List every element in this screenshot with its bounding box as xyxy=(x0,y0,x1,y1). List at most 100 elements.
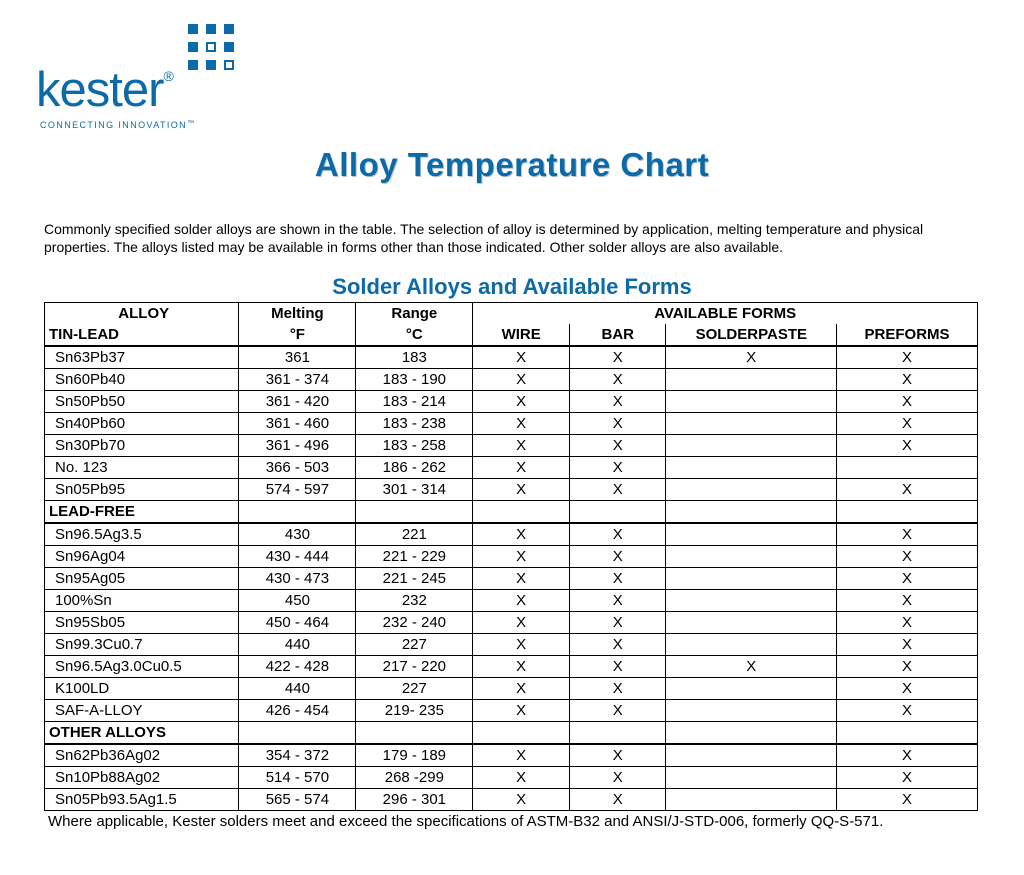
cell-pre: X xyxy=(837,700,978,722)
section-label-cell xyxy=(570,501,666,524)
cell-wire: X xyxy=(473,546,570,568)
section-label-cell xyxy=(239,501,356,524)
cell-wire: X xyxy=(473,457,570,479)
table-row: Sn10Pb88Ag02514 - 570268 -299XXX xyxy=(45,767,978,789)
cell-c: 183 - 258 xyxy=(356,435,473,457)
cell-pre: X xyxy=(837,744,978,767)
footnote: Where applicable, Kester solders meet an… xyxy=(48,813,980,830)
cell-alloy: Sn60Pb40 xyxy=(45,369,239,391)
logo-dot xyxy=(188,42,198,52)
col-c: °C xyxy=(356,324,473,346)
cell-bar: X xyxy=(570,612,666,634)
cell-f: 422 - 428 xyxy=(239,656,356,678)
cell-paste xyxy=(666,612,837,634)
section-label-cell xyxy=(473,501,570,524)
cell-f: 426 - 454 xyxy=(239,700,356,722)
table-row: Sn05Pb93.5Ag1.5565 - 574296 - 301XXX xyxy=(45,789,978,811)
cell-pre: X xyxy=(837,546,978,568)
col-preforms: PREFORMS xyxy=(837,324,978,346)
cell-alloy: Sn05Pb95 xyxy=(45,479,239,501)
cell-wire: X xyxy=(473,700,570,722)
cell-bar: X xyxy=(570,634,666,656)
cell-wire: X xyxy=(473,744,570,767)
registered-mark: ® xyxy=(163,68,172,84)
section-label-cell xyxy=(356,501,473,524)
table-row: No. 123366 - 503186 - 262XX xyxy=(45,457,978,479)
table-row: Sn99.3Cu0.7440227XXX xyxy=(45,634,978,656)
col-paste: SOLDERPASTE xyxy=(666,324,837,346)
cell-bar: X xyxy=(570,413,666,435)
cell-pre: X xyxy=(837,369,978,391)
section-label-cell xyxy=(356,722,473,745)
table-row: Sn95Sb05450 - 464232 - 240XXX xyxy=(45,612,978,634)
cell-bar: X xyxy=(570,346,666,369)
table-row: Sn40Pb60361 - 460183 - 238XXX xyxy=(45,413,978,435)
table-header-row-2: TIN-LEAD °F °C WIRE BAR SOLDERPASTE PREF… xyxy=(45,324,978,346)
cell-bar: X xyxy=(570,568,666,590)
brand-text: kester xyxy=(36,63,163,117)
col-alloy: ALLOY xyxy=(45,303,239,325)
cell-alloy: Sn50Pb50 xyxy=(45,391,239,413)
table-row: Sn50Pb50361 - 420183 - 214XXX xyxy=(45,391,978,413)
cell-alloy: Sn63Pb37 xyxy=(45,346,239,369)
cell-pre xyxy=(837,457,978,479)
cell-c: 221 xyxy=(356,523,473,546)
cell-paste xyxy=(666,789,837,811)
cell-bar: X xyxy=(570,678,666,700)
cell-c: 301 - 314 xyxy=(356,479,473,501)
section-label-cell xyxy=(473,722,570,745)
section-row: OTHER ALLOYS xyxy=(45,722,978,745)
cell-pre: X xyxy=(837,479,978,501)
section-label-cell xyxy=(666,501,837,524)
cell-paste xyxy=(666,568,837,590)
section-label-cell xyxy=(837,501,978,524)
cell-f: 450 xyxy=(239,590,356,612)
table-row: Sn96.5Ag3.0Cu0.5422 - 428217 - 220XXXX xyxy=(45,656,978,678)
table-row: Sn30Pb70361 - 496183 - 258XXX xyxy=(45,435,978,457)
cell-alloy: No. 123 xyxy=(45,457,239,479)
cell-f: 430 xyxy=(239,523,356,546)
table-subhead: Solder Alloys and Available Forms xyxy=(0,274,1024,300)
cell-f: 430 - 473 xyxy=(239,568,356,590)
cell-paste xyxy=(666,413,837,435)
alloy-table: ALLOY Melting Range AVAILABLE FORMS TIN-… xyxy=(44,302,978,811)
logo-dot xyxy=(224,60,234,70)
logo-dot xyxy=(188,24,198,34)
cell-pre: X xyxy=(837,391,978,413)
cell-wire: X xyxy=(473,789,570,811)
cell-f: 366 - 503 xyxy=(239,457,356,479)
cell-bar: X xyxy=(570,457,666,479)
cell-c: 186 - 262 xyxy=(356,457,473,479)
cell-alloy: Sn99.3Cu0.7 xyxy=(45,634,239,656)
cell-c: 217 - 220 xyxy=(356,656,473,678)
table-row: Sn95Ag05430 - 473221 - 245XXX xyxy=(45,568,978,590)
cell-alloy: Sn40Pb60 xyxy=(45,413,239,435)
cell-f: 361 - 374 xyxy=(239,369,356,391)
cell-paste xyxy=(666,523,837,546)
col-bar: BAR xyxy=(570,324,666,346)
cell-c: 227 xyxy=(356,634,473,656)
cell-alloy: K100LD xyxy=(45,678,239,700)
cell-wire: X xyxy=(473,767,570,789)
cell-alloy: Sn95Ag05 xyxy=(45,568,239,590)
cell-wire: X xyxy=(473,568,570,590)
cell-bar: X xyxy=(570,590,666,612)
cell-f: 440 xyxy=(239,678,356,700)
cell-paste xyxy=(666,479,837,501)
cell-c: 232 xyxy=(356,590,473,612)
cell-wire: X xyxy=(473,435,570,457)
cell-alloy: Sn96Ag04 xyxy=(45,546,239,568)
cell-c: 179 - 189 xyxy=(356,744,473,767)
cell-pre: X xyxy=(837,435,978,457)
cell-c: 296 - 301 xyxy=(356,789,473,811)
cell-alloy: Sn62Pb36Ag02 xyxy=(45,744,239,767)
cell-c: 219- 235 xyxy=(356,700,473,722)
table-row: Sn05Pb95574 - 597301 - 314XXX xyxy=(45,479,978,501)
cell-c: 268 -299 xyxy=(356,767,473,789)
col-range: Range xyxy=(356,303,473,325)
cell-c: 221 - 229 xyxy=(356,546,473,568)
cell-f: 430 - 444 xyxy=(239,546,356,568)
cell-bar: X xyxy=(570,744,666,767)
cell-bar: X xyxy=(570,767,666,789)
cell-wire: X xyxy=(473,678,570,700)
